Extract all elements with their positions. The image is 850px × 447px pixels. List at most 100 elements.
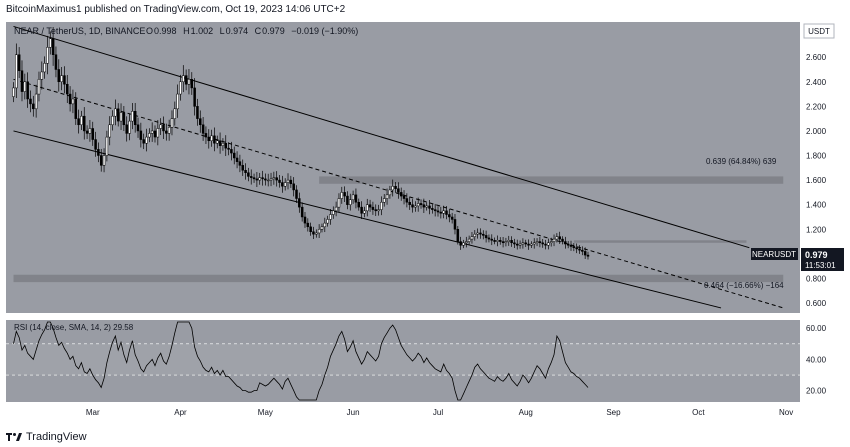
candle-body: [442, 210, 445, 214]
candle-body: [504, 241, 508, 244]
candle-body: [15, 54, 18, 89]
time-tick-label: May: [258, 408, 273, 417]
candle-body: [329, 214, 332, 220]
candle-body: [261, 177, 264, 180]
candle-body: [54, 54, 58, 70]
candle-body: [448, 214, 451, 218]
candle-body: [513, 242, 516, 245]
candle-body: [213, 135, 216, 144]
candle-body: [114, 108, 117, 117]
currency-label: USDT: [808, 27, 830, 36]
price-tag-countdown: 11:53:01: [805, 261, 836, 270]
candle-body: [428, 205, 431, 209]
candle-body: [416, 203, 420, 207]
candle-body: [71, 98, 75, 105]
candle-body: [399, 192, 403, 197]
candle-body: [397, 188, 400, 193]
candle-body: [182, 75, 185, 83]
candle-body: [193, 87, 196, 107]
candle-body: [315, 232, 318, 235]
symbol-tag-label: NEARUSDT: [752, 250, 796, 259]
candle-body: [97, 149, 100, 156]
candle-body: [405, 198, 409, 203]
candle-body: [431, 208, 434, 210]
candle-body: [349, 199, 352, 205]
candle-body: [179, 81, 182, 95]
candle-body: [547, 242, 550, 246]
candle-body: [43, 63, 46, 73]
candle-body: [269, 178, 273, 181]
candle-body: [414, 205, 417, 208]
candle-body: [578, 248, 581, 251]
time-tick-label: Sep: [606, 408, 621, 417]
price-tick-label: 0.600: [806, 299, 827, 308]
candle-body: [224, 142, 227, 149]
candle-body: [340, 192, 344, 199]
candle-body: [351, 194, 355, 201]
candle-body: [66, 83, 69, 95]
candle-body: [145, 136, 148, 144]
candle-body: [272, 177, 276, 180]
candle-body: [558, 236, 561, 240]
candle-body: [309, 226, 312, 232]
candle-body: [473, 233, 477, 237]
candle-body: [131, 111, 134, 122]
rsi-legend: RSI (14, close, SMA, 14, 2) 29.58: [14, 323, 134, 332]
candle-body: [20, 70, 24, 92]
candle-body: [133, 111, 137, 126]
candle-body: [167, 126, 171, 134]
candle-body: [264, 178, 267, 181]
time-tick-label: Apr: [174, 408, 187, 417]
candle-body: [371, 206, 375, 210]
candle-body: [286, 179, 290, 183]
candle-body: [176, 93, 179, 110]
candle-body: [535, 241, 539, 244]
symbol-tag: NEARUSDT: [751, 248, 798, 260]
candle-body: [298, 198, 301, 208]
rsi-series-line: [13, 321, 589, 401]
candle-body: [538, 241, 542, 244]
candle-body: [445, 210, 448, 215]
candle-body: [289, 179, 293, 185]
candle-body: [108, 124, 111, 138]
price-tick-label: 2.200: [806, 102, 827, 111]
candle-body: [555, 236, 559, 240]
candle-body: [266, 179, 270, 182]
candle-body: [532, 242, 536, 245]
tradingview-logo-icon: [6, 433, 22, 441]
candle-body: [583, 251, 587, 256]
trading-chart[interactable]: 2.8002.6002.4002.2002.0001.8001.6001.400…: [6, 22, 844, 427]
candle-body: [57, 69, 61, 83]
candle-body: [230, 149, 233, 154]
candle-body: [422, 204, 426, 208]
time-axis[interactable]: [6, 403, 844, 427]
candle-body: [68, 93, 72, 105]
candle-body: [380, 201, 383, 210]
candle-body: [244, 170, 247, 173]
candle-body: [487, 237, 491, 240]
candle-body: [125, 124, 128, 134]
rsi-axis[interactable]: [801, 320, 844, 402]
price-pane[interactable]: [6, 22, 800, 313]
currency-badge[interactable]: USDT: [803, 23, 835, 39]
footer[interactable]: TradingView: [6, 429, 87, 445]
candle-body: [283, 182, 287, 187]
candle-body: [204, 133, 208, 138]
price-tick-label: 0.800: [806, 274, 827, 283]
candle-body: [170, 118, 174, 128]
candle-body: [105, 136, 109, 156]
candle-body: [83, 115, 86, 132]
candle-body: [332, 210, 335, 215]
candle-body: [148, 133, 151, 138]
candle-body: [541, 242, 544, 245]
price-tick-label: 1.600: [806, 176, 827, 185]
price-tick-label: 2.400: [806, 78, 827, 87]
candle-body: [476, 232, 479, 235]
candle-body: [496, 240, 499, 242]
candle-body: [575, 247, 578, 250]
time-tick-label: Jun: [347, 408, 360, 417]
candle-body: [196, 106, 199, 119]
candle-body: [499, 240, 502, 242]
candle-body: [156, 128, 160, 138]
candle-body: [26, 81, 29, 100]
